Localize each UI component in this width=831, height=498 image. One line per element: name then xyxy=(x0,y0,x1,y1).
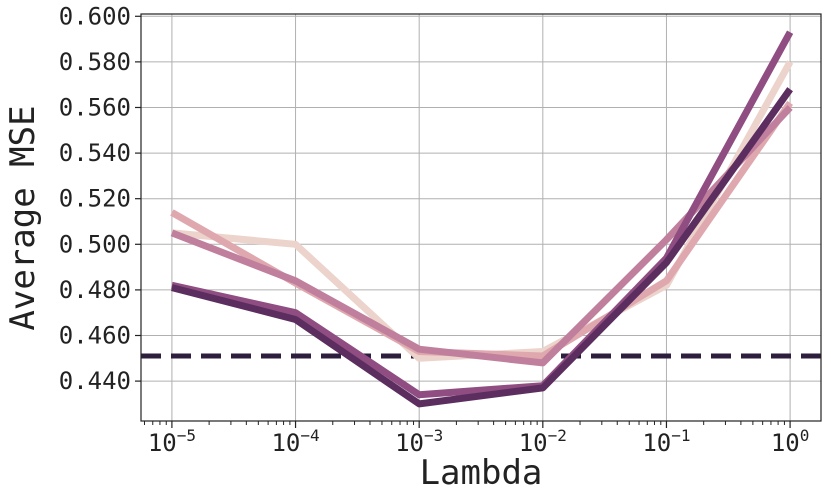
x-tick-labels: 10−5 10−4 10−3 10−2 10−1 100 xyxy=(148,426,810,457)
x-tick-label-base: 10 xyxy=(271,429,300,457)
x-tick-label-exponent: 0 xyxy=(800,426,810,445)
series-line-4 xyxy=(171,30,794,399)
x-tick-label: 10−2 xyxy=(519,426,567,457)
series-line-5 xyxy=(171,87,793,408)
y-tick-label: 0.480 xyxy=(59,276,131,304)
y-tick-label: 0.440 xyxy=(59,367,131,395)
y-tick-label: 0.560 xyxy=(59,93,131,121)
plot-frame xyxy=(140,13,822,422)
x-tick-label: 100 xyxy=(771,426,810,457)
y-tick-label: 0.600 xyxy=(59,2,131,30)
x-tick-label-exponent: −3 xyxy=(424,426,443,445)
x-tick-label-base: 10 xyxy=(148,429,177,457)
x-tick-label-base: 10 xyxy=(395,429,424,457)
y-tick-label: 0.500 xyxy=(59,230,131,258)
x-tick-label-exponent: −5 xyxy=(177,426,196,445)
grid xyxy=(141,14,821,421)
x-tick-label: 10−3 xyxy=(395,426,443,457)
x-axis-title: Lambda xyxy=(420,453,543,493)
y-tick-label: 0.520 xyxy=(59,185,131,213)
x-tick-label: 10−4 xyxy=(271,426,319,457)
axis-ticks xyxy=(135,15,791,428)
x-tick-label-base: 10 xyxy=(519,429,548,457)
x-tick-label-base: 10 xyxy=(771,429,800,457)
x-tick-label-exponent: −1 xyxy=(671,426,690,445)
y-tick-label: 0.540 xyxy=(59,139,131,167)
y-tick-label: 0.460 xyxy=(59,321,131,349)
x-tick-label-base: 10 xyxy=(642,429,671,457)
y-axis-title: Average MSE xyxy=(3,105,43,330)
x-tick-label-exponent: −4 xyxy=(300,426,319,445)
x-tick-label: 10−1 xyxy=(642,426,690,457)
series-group xyxy=(170,30,794,408)
x-tick-label-exponent: −2 xyxy=(548,426,567,445)
y-tick-label: 0.580 xyxy=(59,48,131,76)
x-tick-label: 10−5 xyxy=(148,426,196,457)
y-tick-labels: 0.440 0.460 0.480 0.500 0.520 0.540 0.560 0.580… xyxy=(59,2,131,395)
